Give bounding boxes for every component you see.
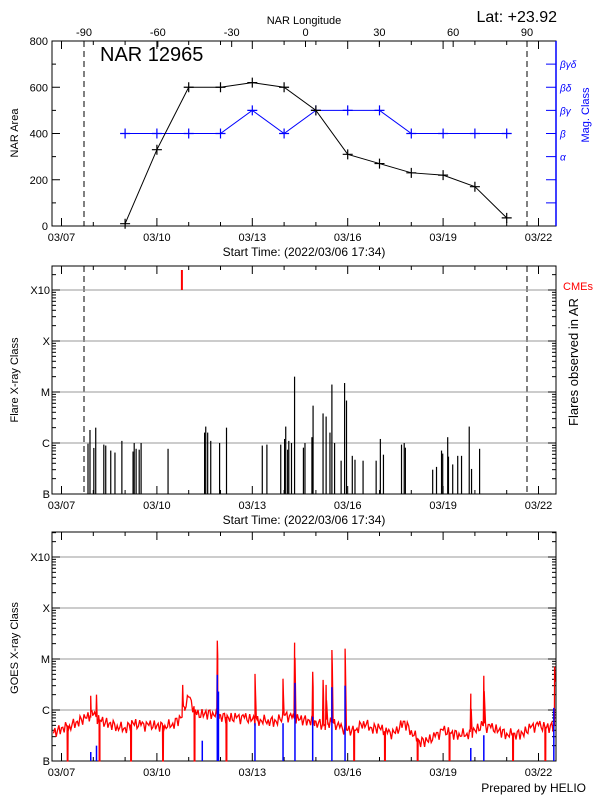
mag-class-point [501, 128, 512, 139]
panel2-xlabel: Start Time: (2022/03/06 17:34) [223, 513, 386, 527]
chart-marks: 03/07 03/10 03/13 03/16 03/19 03/220200400600… [30, 27, 577, 779]
panel1-y2label: Mag. Class [580, 87, 592, 143]
x-tick-label: 03/13 [239, 500, 267, 512]
mag-class-tick-label: β [559, 130, 566, 141]
mag-class-tick-label: βδ [559, 83, 572, 94]
y-tick-label: C [42, 705, 50, 717]
x-tick-label: 03/19 [429, 232, 457, 244]
nar-area-point [247, 77, 258, 88]
mag-class-point [247, 105, 258, 116]
mag-class-point [469, 128, 480, 139]
y-tick-label: B [43, 756, 50, 768]
mag-class-point [406, 128, 417, 139]
nar-area-point [374, 158, 385, 169]
x-tick-label: 03/10 [143, 500, 171, 512]
mag-class-point [438, 128, 449, 139]
x-tick-label: 03/07 [48, 232, 76, 244]
y-tick-label: C [42, 438, 50, 450]
y-tick-label: X [43, 603, 51, 615]
panel3-ylabel: GOES X-ray Class [9, 602, 21, 694]
nar-area-point [151, 144, 162, 155]
nar-area-point [406, 167, 417, 178]
mag-class-point [374, 105, 385, 116]
y-tick-label: 600 [30, 82, 48, 94]
mag-class-point [183, 128, 194, 139]
y-tick-label: 0 [42, 221, 48, 233]
nar-area-point [120, 218, 131, 229]
cme-legend-label: CMEs [563, 281, 593, 293]
longitude-tick-label: -90 [76, 27, 92, 39]
x-tick-label: 03/10 [143, 232, 171, 244]
latitude-label: Lat: +23.92 [476, 9, 557, 26]
mag-class-tick-label: βγδ [559, 60, 577, 71]
y-tick-label: X10 [30, 552, 50, 564]
x-tick-label: 03/16 [334, 767, 362, 779]
y-tick-label: M [41, 387, 50, 399]
nar-area-point [342, 149, 353, 160]
longitude-tick-label: -60 [150, 27, 166, 39]
x-tick-label: 03/10 [143, 767, 171, 779]
nar-area-point [183, 82, 194, 93]
longitude-tick-label: 60 [447, 27, 459, 39]
x-tick-label: 03/13 [239, 232, 267, 244]
x-tick-label: 03/16 [334, 500, 362, 512]
x-tick-label: 03/19 [429, 767, 457, 779]
longitude-tick-label: 90 [521, 27, 533, 39]
nar-area-point [438, 170, 449, 181]
x-tick-label: 03/07 [48, 500, 76, 512]
x-tick-label: 03/22 [525, 500, 553, 512]
y-tick-label: M [41, 654, 50, 666]
panel2-y2label: Flares observed in AR [566, 298, 581, 426]
x-tick-label: 03/16 [334, 232, 362, 244]
y-tick-label: B [43, 489, 50, 501]
x-tick-label: 03/13 [239, 767, 267, 779]
mag-class-point [279, 128, 290, 139]
y-tick-label: 800 [30, 36, 48, 48]
mag-class-tick-label: α [560, 153, 566, 164]
nar-area-point [501, 212, 512, 223]
nar-area-point [310, 105, 321, 116]
nar-area-point [279, 82, 290, 93]
x-tick-label: 03/22 [525, 232, 553, 244]
y-tick-label: 200 [30, 175, 48, 187]
panel1-ylabel: NAR Area [9, 108, 21, 158]
x-tick-label: 03/07 [48, 767, 76, 779]
longitude-tick-label: -30 [224, 27, 240, 39]
mag-class-point [151, 128, 162, 139]
top-axis-title: NAR Longitude [267, 15, 342, 27]
x-tick-label: 03/19 [429, 500, 457, 512]
y-tick-label: X10 [30, 285, 50, 297]
nar-area-point [215, 82, 226, 93]
panel2-frame [51, 531, 557, 762]
mag-class-point [215, 128, 226, 139]
longitude-tick-label: 30 [373, 27, 385, 39]
mag-class-point [120, 128, 131, 139]
longitude-tick-label: 0 [302, 27, 308, 39]
panel2-ylabel: Flare X-ray Class [9, 337, 21, 422]
mag-class-tick-label: βγ [559, 106, 572, 117]
mag-class-point [342, 105, 353, 116]
x-tick-label: 03/22 [525, 767, 553, 779]
y-tick-label: X [43, 336, 51, 348]
y-tick-label: 400 [30, 129, 48, 141]
chart-title: NAR 12965 [100, 44, 203, 66]
panel1-xlabel: Start Time: (2022/03/06 17:34) [223, 245, 386, 259]
nar-area-point [469, 181, 480, 192]
footer-credit: Prepared by HELIO [481, 781, 586, 795]
goes-long-channel-line [52, 640, 556, 762]
